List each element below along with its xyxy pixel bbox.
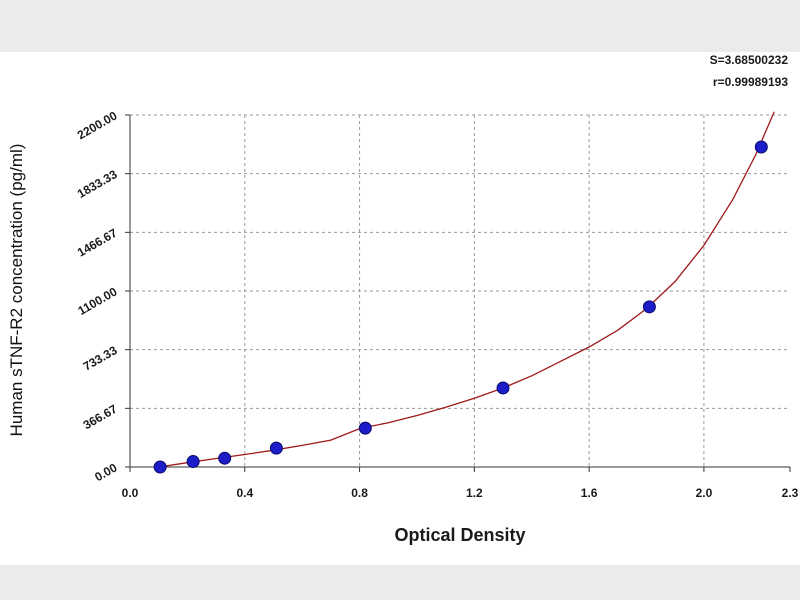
bottom-frame (0, 565, 800, 600)
data-point (269, 441, 283, 455)
data-point (496, 381, 510, 395)
y-axis-title: Human sTNF-R2 concentration (pg/ml) (7, 144, 26, 437)
grid-lines (130, 114, 790, 467)
x-tick-label: 0.4 (236, 486, 253, 500)
data-point (218, 451, 232, 465)
x-tick-label: 1.2 (466, 486, 483, 500)
data-point (754, 140, 768, 154)
annotation-s-value: S=3.68500232 (710, 53, 789, 67)
x-tick-label: 1.6 (581, 486, 598, 500)
x-tick-label: 2.3 (782, 486, 799, 500)
fit-curve-layer (158, 111, 775, 467)
data-point (186, 455, 200, 469)
annotation-r-value: r=0.99989193 (713, 75, 788, 89)
data-point (358, 421, 372, 435)
x-tick-label: 2.0 (696, 486, 713, 500)
fit-curve (158, 111, 775, 467)
data-points (153, 140, 768, 474)
top-frame (0, 0, 800, 52)
plot-background (0, 52, 800, 565)
x-tick-label: 0.8 (351, 486, 368, 500)
data-point (642, 300, 656, 314)
x-axis-title: Optical Density (394, 525, 525, 545)
data-point (153, 460, 167, 474)
axes (125, 114, 791, 472)
x-tick-label: 0.0 (122, 486, 139, 500)
